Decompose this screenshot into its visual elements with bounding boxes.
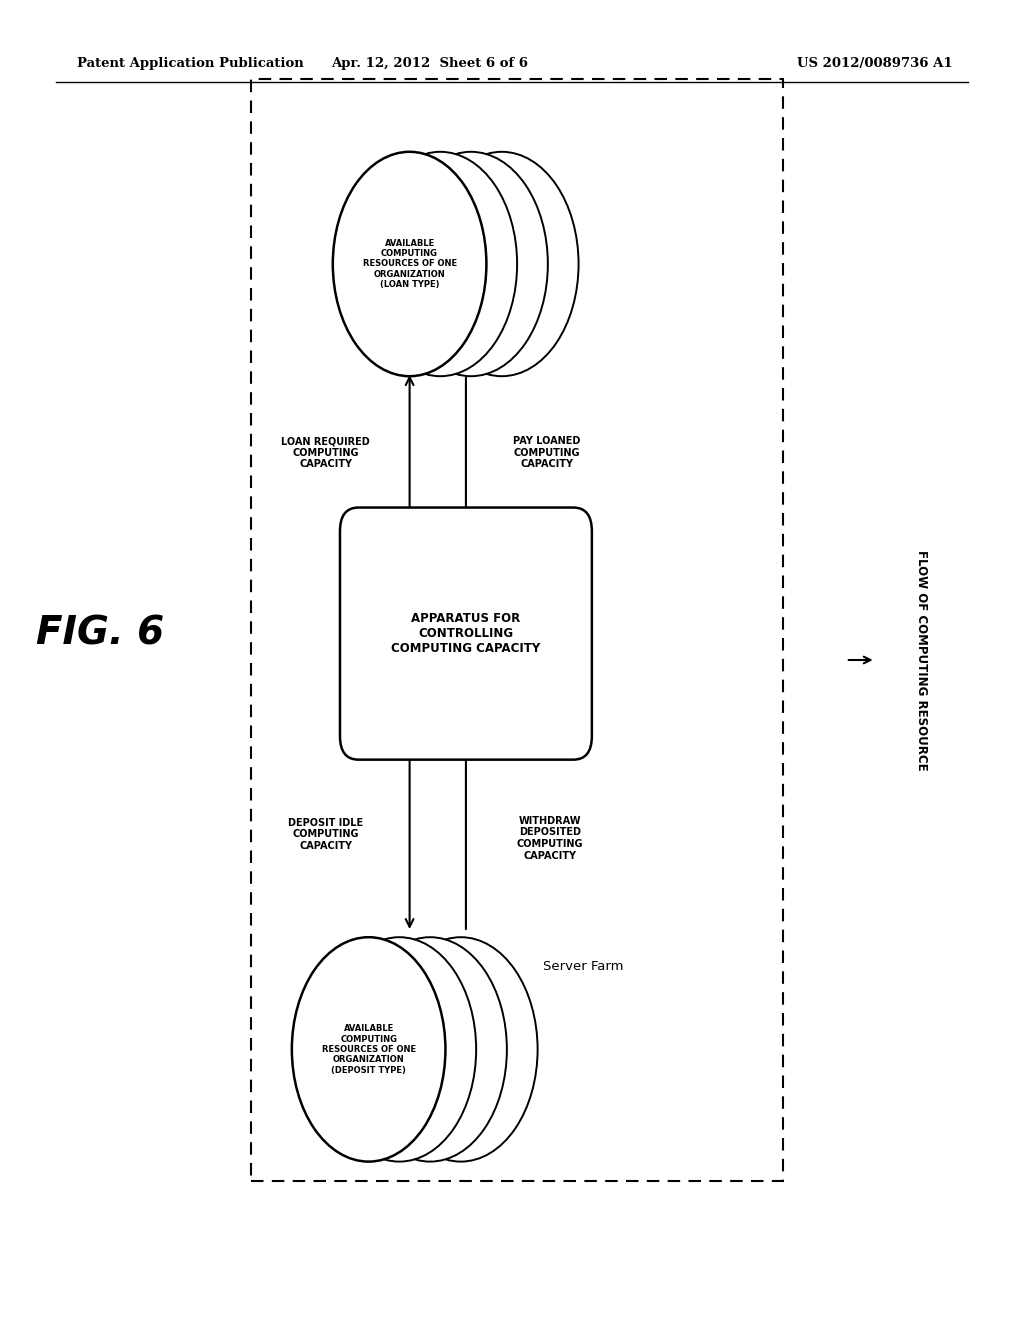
Ellipse shape bbox=[364, 152, 517, 376]
Ellipse shape bbox=[353, 937, 507, 1162]
Text: PAY LOANED
COMPUTING
CAPACITY: PAY LOANED COMPUTING CAPACITY bbox=[513, 436, 581, 470]
Ellipse shape bbox=[394, 152, 548, 376]
Text: Patent Application Publication: Patent Application Publication bbox=[77, 57, 303, 70]
Ellipse shape bbox=[333, 152, 486, 376]
FancyBboxPatch shape bbox=[340, 508, 592, 759]
Text: Server Farm: Server Farm bbox=[544, 960, 624, 973]
Text: AVAILABLE
COMPUTING
RESOURCES OF ONE
ORGANIZATION
(LOAN TYPE): AVAILABLE COMPUTING RESOURCES OF ONE ORG… bbox=[362, 239, 457, 289]
Text: DEPOSIT IDLE
COMPUTING
CAPACITY: DEPOSIT IDLE COMPUTING CAPACITY bbox=[288, 817, 364, 851]
Text: Apr. 12, 2012  Sheet 6 of 6: Apr. 12, 2012 Sheet 6 of 6 bbox=[332, 57, 528, 70]
Bar bbox=[251, 79, 783, 1181]
Text: APPARATUS FOR
CONTROLLING
COMPUTING CAPACITY: APPARATUS FOR CONTROLLING COMPUTING CAPA… bbox=[391, 612, 541, 655]
Ellipse shape bbox=[384, 937, 538, 1162]
Text: US 2012/0089736 A1: US 2012/0089736 A1 bbox=[797, 57, 952, 70]
Ellipse shape bbox=[323, 937, 476, 1162]
Text: LOAN REQUIRED
COMPUTING
CAPACITY: LOAN REQUIRED COMPUTING CAPACITY bbox=[282, 436, 370, 470]
Text: FLOW OF COMPUTING RESOURCE: FLOW OF COMPUTING RESOURCE bbox=[915, 549, 928, 771]
Text: AVAILABLE
COMPUTING
RESOURCES OF ONE
ORGANIZATION
(DEPOSIT TYPE): AVAILABLE COMPUTING RESOURCES OF ONE ORG… bbox=[322, 1024, 416, 1074]
Ellipse shape bbox=[425, 152, 579, 376]
Text: FIG. 6: FIG. 6 bbox=[36, 615, 165, 652]
Text: WITHDRAW
DEPOSITED
COMPUTING
CAPACITY: WITHDRAW DEPOSITED COMPUTING CAPACITY bbox=[517, 816, 583, 861]
Ellipse shape bbox=[292, 937, 445, 1162]
